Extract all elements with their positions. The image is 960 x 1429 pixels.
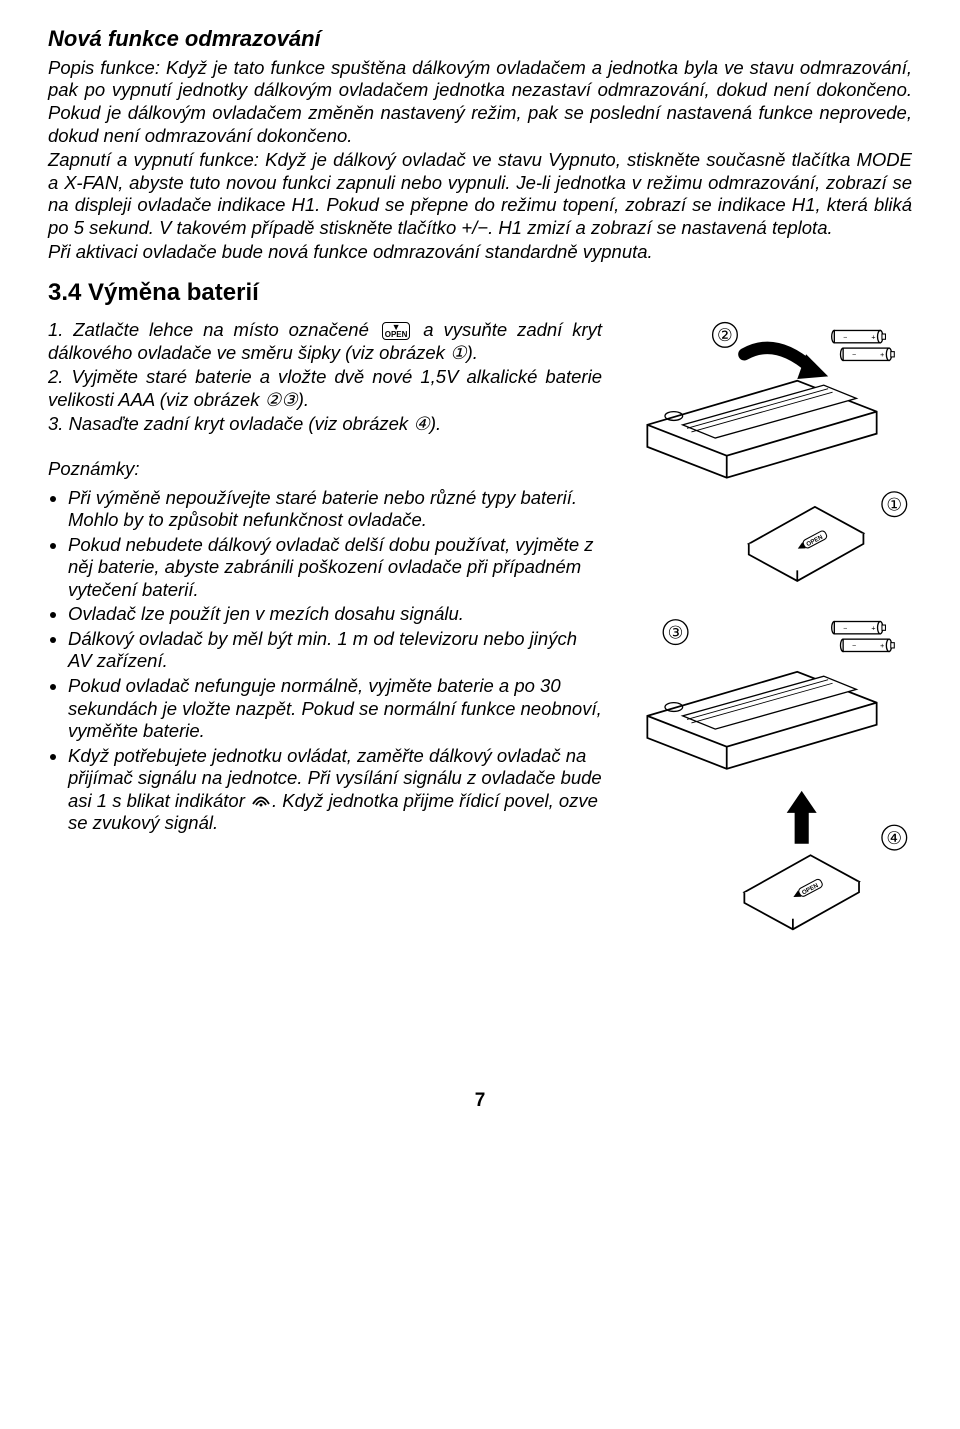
note-item: Když potřebujete jednotku ovládat, zaměř… — [68, 745, 602, 835]
step-1: 1. Zatlačte lehce na místo označené ▼OPE… — [48, 319, 602, 364]
label-4: ④ — [886, 828, 902, 848]
paragraph-3: Při aktivaci ovladače bude nová funkce o… — [48, 241, 912, 264]
page-number: 7 — [48, 1089, 912, 1112]
notes-list: Při výměně nepoužívejte staré baterie ne… — [48, 487, 602, 835]
para1-body: Když je tato funkce spuštěna dálkovým ov… — [48, 57, 912, 146]
battery-diagram: − + — [612, 319, 912, 959]
note-item: Ovladač lze použít jen v mezích dosahu s… — [68, 603, 602, 626]
note-item: Pokud ovladač nefunguje normálně, vyjmět… — [68, 675, 602, 743]
label-1: ① — [886, 495, 902, 515]
note-item: Dálkový ovladač by měl být min. 1 m od t… — [68, 628, 602, 673]
heading: Nová funkce odmrazování — [48, 26, 912, 53]
paragraph-1: Popis funkce: Když je tato funkce spuště… — [48, 57, 912, 147]
notes-label: Poznámky: — [48, 458, 602, 481]
right-column: − + — [612, 319, 912, 959]
signal-icon — [252, 795, 270, 807]
step-3: 3. Nasaďte zadní kryt ovladače (viz obrá… — [48, 413, 602, 436]
open-label: OPEN — [385, 331, 408, 339]
note-item: Při výměně nepoužívejte staré baterie ne… — [68, 487, 602, 532]
paragraph-2: Zapnutí a vypnutí funkce: Když je dálkov… — [48, 149, 912, 239]
open-icon: ▼OPEN — [382, 322, 411, 340]
steps-list: 1. Zatlačte lehce na místo označené ▼OPE… — [48, 319, 602, 436]
left-column: 1. Zatlačte lehce na místo označené ▼OPE… — [48, 319, 612, 837]
section-title: 3.4 Výměna baterií — [48, 278, 912, 307]
label-3: ③ — [668, 622, 684, 642]
label-2: ② — [717, 325, 733, 345]
note-item: Pokud nebudete dálkový ovladač delší dob… — [68, 534, 602, 602]
step1-a: 1. Zatlačte lehce na místo označené — [48, 319, 369, 340]
step-2: 2. Vyjměte staré baterie a vložte dvě no… — [48, 366, 602, 411]
para2-prefix: Zapnutí a vypnutí funkce: — [48, 149, 259, 170]
para1-prefix: Popis funkce: — [48, 57, 160, 78]
